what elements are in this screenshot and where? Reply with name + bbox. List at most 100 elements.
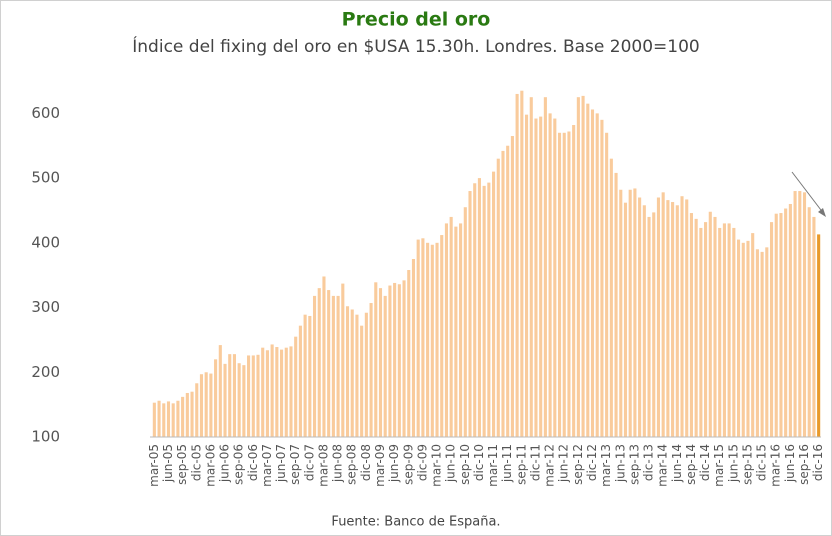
bar xyxy=(157,400,161,437)
x-tick-label: mar-14 xyxy=(656,444,670,487)
bar xyxy=(501,150,505,437)
bar xyxy=(760,251,764,437)
bar xyxy=(256,354,260,437)
x-tick-label: mar-05 xyxy=(147,444,161,487)
bar xyxy=(515,93,519,437)
x-tick-label: jun-10 xyxy=(444,444,458,483)
bar xyxy=(459,223,463,437)
bar xyxy=(543,97,547,437)
bar xyxy=(487,182,491,437)
bar xyxy=(812,216,816,437)
bar xyxy=(336,295,340,437)
bar xyxy=(807,207,811,437)
bar xyxy=(751,233,755,437)
bar xyxy=(430,244,434,437)
bar xyxy=(388,285,392,437)
x-tick-label: sep-10 xyxy=(458,444,472,485)
bar xyxy=(421,238,425,437)
chart-subtitle: Índice del fixing del oro en $USA 15.30h… xyxy=(132,35,699,57)
x-tick-label: jun-11 xyxy=(500,444,514,483)
x-tick-label: sep-13 xyxy=(627,444,641,485)
bar xyxy=(190,391,194,437)
bar xyxy=(322,276,326,437)
y-tick-label: 400 xyxy=(31,233,60,251)
bar xyxy=(308,315,312,437)
bar xyxy=(247,355,251,437)
bar xyxy=(327,290,331,437)
x-tick-label: jun-13 xyxy=(613,444,627,483)
bar xyxy=(685,199,689,437)
bar xyxy=(633,188,637,437)
bar xyxy=(680,196,684,437)
bar xyxy=(638,197,642,437)
x-tick-label: jun-07 xyxy=(274,444,288,483)
y-tick-label: 600 xyxy=(31,104,60,122)
bar xyxy=(261,347,265,437)
bar xyxy=(360,325,364,437)
arrow-head xyxy=(818,208,826,217)
bar xyxy=(162,403,166,437)
bar xyxy=(628,189,632,437)
x-tick-label: sep-14 xyxy=(684,444,698,485)
bar xyxy=(586,103,590,438)
bar xyxy=(298,325,302,437)
bar xyxy=(666,200,670,437)
bar xyxy=(228,354,232,437)
bar xyxy=(232,354,237,437)
bar xyxy=(788,203,792,437)
x-tick-label: dic-08 xyxy=(359,444,373,481)
bar xyxy=(802,192,807,437)
x-tick-label: jun-15 xyxy=(726,444,740,483)
bar xyxy=(364,312,368,437)
bar xyxy=(765,247,769,437)
bar xyxy=(784,208,788,437)
x-tick-label: jun-12 xyxy=(557,444,571,483)
bar xyxy=(355,314,359,437)
bar xyxy=(576,97,580,437)
bar xyxy=(454,226,458,437)
bar xyxy=(713,216,717,437)
bar xyxy=(817,234,821,437)
bar xyxy=(548,113,552,437)
bar xyxy=(397,284,401,437)
x-tick-label: dic-14 xyxy=(698,444,712,481)
x-tick-label: dic-12 xyxy=(585,444,599,481)
x-tick-label: sep-05 xyxy=(175,444,189,485)
x-tick-label: dic-15 xyxy=(755,444,769,481)
bar xyxy=(416,239,420,437)
x-tick-label: sep-07 xyxy=(288,444,302,485)
bar xyxy=(661,192,665,437)
bar xyxy=(671,202,675,437)
x-tick-label: jun-09 xyxy=(387,444,401,483)
bar xyxy=(284,347,288,437)
bar xyxy=(195,383,199,437)
bar xyxy=(294,336,298,437)
bar xyxy=(506,145,510,437)
bar xyxy=(652,212,656,437)
bar xyxy=(534,118,538,438)
bar xyxy=(435,242,439,437)
bar xyxy=(345,306,350,437)
bar xyxy=(411,259,416,437)
bar xyxy=(708,211,712,437)
bar xyxy=(463,207,467,437)
bar xyxy=(746,240,750,437)
bar xyxy=(383,295,387,437)
bar xyxy=(694,218,698,437)
bar xyxy=(265,350,269,437)
bar xyxy=(727,223,731,437)
bar xyxy=(572,125,576,438)
bar xyxy=(609,158,613,437)
bar xyxy=(510,136,514,437)
x-tick-label: mar-12 xyxy=(543,444,557,487)
bar xyxy=(289,346,293,437)
x-tick-label: jun-16 xyxy=(783,444,797,483)
x-tick-label: sep-11 xyxy=(514,444,528,485)
x-tick-label: mar-16 xyxy=(769,444,783,487)
bar xyxy=(769,222,774,437)
x-tick-label: sep-16 xyxy=(797,444,811,485)
bar xyxy=(204,372,208,437)
bar xyxy=(699,227,703,437)
source-note: Fuente: Banco de España. xyxy=(331,515,500,530)
bar xyxy=(166,401,171,437)
